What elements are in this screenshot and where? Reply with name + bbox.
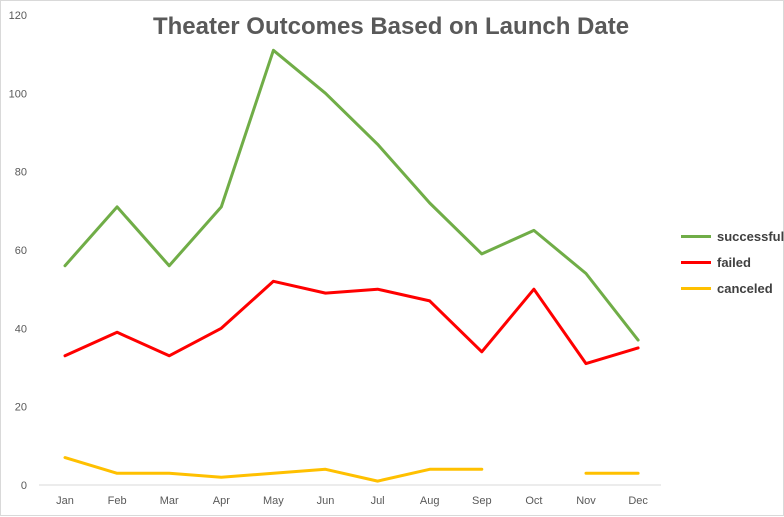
legend-item-canceled: canceled	[681, 275, 784, 301]
x-tick-label: Oct	[525, 495, 542, 507]
legend-swatch	[681, 234, 711, 238]
legend-label: successful	[717, 228, 784, 244]
series-line-successful	[63, 48, 640, 342]
x-tick-label: Jul	[371, 495, 385, 507]
legend-swatch	[681, 286, 711, 290]
legend-label: canceled	[717, 280, 773, 296]
legend-item-failed: failed	[681, 249, 784, 275]
y-tick-label: 100	[9, 88, 27, 100]
chart-legend: successful failed canceled	[681, 223, 784, 301]
series-line-canceled	[63, 456, 640, 483]
y-tick-label: 40	[15, 323, 27, 335]
x-tick-label: Nov	[576, 495, 596, 507]
y-tick-label: 120	[9, 10, 27, 22]
x-tick-label: Mar	[160, 495, 179, 507]
x-tick-label: Feb	[108, 495, 127, 507]
x-tick-label: May	[263, 495, 284, 507]
x-tick-label: Aug	[420, 495, 440, 507]
x-tick-label: Dec	[628, 495, 648, 507]
x-tick-label: Jun	[317, 495, 335, 507]
x-tick-label: Apr	[213, 495, 230, 507]
chart-title: Theater Outcomes Based on Launch Date	[152, 13, 630, 40]
y-tick-label: 60	[15, 245, 27, 257]
y-tick-label: 80	[15, 167, 27, 179]
y-tick-label: 0	[21, 480, 27, 492]
x-tick-label: Sep	[472, 495, 492, 507]
y-tick-label: 20	[15, 402, 27, 414]
legend-item-successful: successful	[681, 223, 784, 249]
series-line-failed	[63, 279, 640, 366]
legend-label: failed	[717, 254, 751, 270]
x-tick-label: Jan	[56, 495, 74, 507]
legend-swatch	[681, 260, 711, 264]
